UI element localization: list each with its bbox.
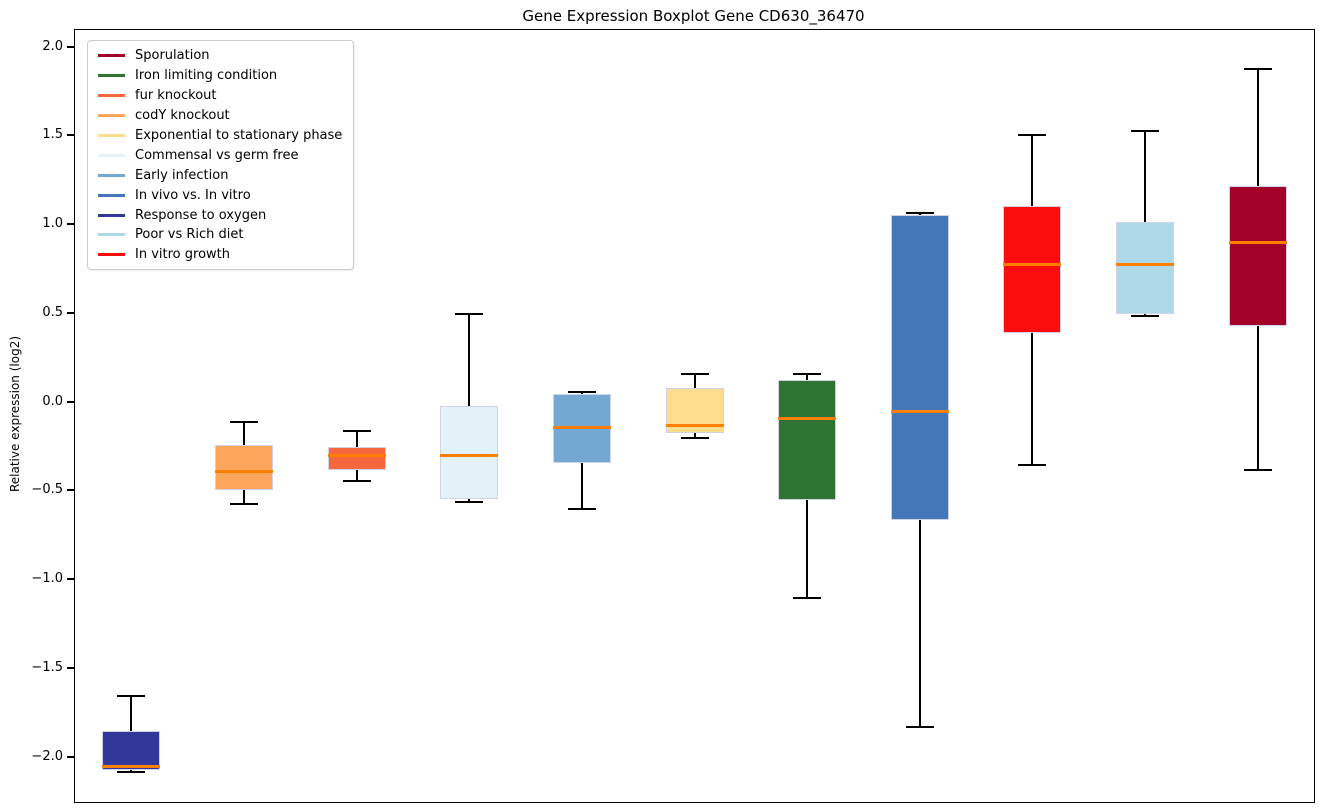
median-line (552, 426, 611, 430)
legend-item-label: Iron limiting condition (135, 68, 278, 84)
chart-title: Gene Expression Boxplot Gene CD630_36470 (522, 7, 865, 25)
legend-item-label: codY knockout (135, 108, 230, 124)
legend-line-swatch (98, 54, 125, 58)
y-tick-label: −2.0 (31, 748, 63, 764)
legend-item-label: Response to oxygen (135, 207, 267, 223)
box-rect (890, 214, 949, 520)
whisker-cap-top (680, 373, 709, 376)
y-tick-label: −1.0 (31, 571, 63, 587)
whisker-cap-top (455, 312, 484, 315)
y-tick-label: −0.5 (31, 482, 63, 498)
legend-item: fur knockout (98, 86, 342, 106)
median-line (440, 454, 499, 458)
median-line (778, 417, 837, 421)
y-tick-label: 0.5 (42, 304, 63, 320)
box-rect (102, 731, 161, 771)
legend-item: Sporulation (98, 46, 342, 66)
median-line (1228, 241, 1287, 245)
median-line (214, 470, 273, 474)
y-tick-mark (67, 134, 74, 137)
legend-item-label: Poor vs Rich diet (135, 227, 244, 243)
box-rect (1116, 221, 1175, 314)
whisker-cap-bottom (1243, 469, 1272, 472)
legend-item: In vitro growth (98, 245, 342, 265)
box-rect (778, 379, 837, 501)
legend-line-swatch (98, 153, 125, 157)
legend-item-label: fur knockout (135, 88, 217, 104)
y-tick-label: −1.5 (31, 659, 63, 675)
legend-line-swatch (98, 253, 125, 257)
legend-line-swatch (98, 114, 125, 118)
y-tick-label: 2.0 (42, 38, 63, 54)
legend-item: Early infection (98, 165, 342, 185)
legend-item-label: Commensal vs germ free (135, 147, 299, 163)
y-tick-mark (67, 223, 74, 226)
whisker-cap-top (905, 211, 934, 214)
legend-item: codY knockout (98, 106, 342, 126)
y-tick-mark (67, 489, 74, 492)
y-tick-label: 0.0 (42, 393, 63, 409)
legend-item-label: Sporulation (135, 48, 210, 64)
legend-item: Commensal vs germ free (98, 145, 342, 165)
whisker-cap-bottom (680, 437, 709, 440)
median-line (665, 424, 724, 428)
whisker-cap-bottom (793, 596, 822, 599)
whisker-cap-top (1131, 130, 1160, 133)
y-tick-mark (67, 666, 74, 669)
y-tick-mark (67, 578, 74, 581)
legend-line-swatch (98, 213, 125, 217)
whisker-cap-bottom (342, 479, 371, 482)
y-tick-mark (67, 45, 74, 48)
median-line (1116, 262, 1175, 266)
legend-item: In vivo vs. In vitro (98, 185, 342, 205)
whisker-cap-bottom (455, 501, 484, 504)
whisker-cap-bottom (1131, 314, 1160, 317)
median-line (327, 454, 386, 458)
legend-line-swatch (98, 74, 125, 78)
median-line (890, 410, 949, 414)
legend-line-swatch (98, 193, 125, 197)
legend-line-swatch (98, 134, 125, 137)
legend: Sporulation Iron limiting condition fur kn… (87, 40, 355, 270)
whisker-cap-top (1243, 68, 1272, 71)
y-tick-label: 1.5 (42, 127, 63, 143)
box-rect (1228, 186, 1287, 327)
median-line (1003, 262, 1062, 266)
whisker-cap-bottom (905, 726, 934, 729)
y-tick-mark (67, 755, 74, 758)
legend-item: Poor vs Rich diet (98, 225, 342, 245)
plot-area: Sporulation Iron limiting condition fur kn… (74, 29, 1315, 803)
y-tick-mark (67, 311, 74, 314)
legend-line-swatch (98, 94, 125, 98)
whisker-cap-top (117, 694, 146, 697)
legend-item: Iron limiting condition (98, 66, 342, 86)
legend-line-swatch (98, 173, 125, 177)
box-rect (214, 445, 273, 490)
legend-item-label: In vivo vs. In vitro (135, 187, 251, 203)
legend-item: Exponential to stationary phase (98, 126, 342, 146)
whisker-cap-bottom (117, 770, 146, 773)
whisker-cap-bottom (229, 502, 258, 505)
whisker-cap-top (229, 421, 258, 424)
box-rect (1003, 205, 1062, 334)
y-axis-label: Relative expression (log2) (8, 335, 22, 493)
legend-item: Response to oxygen (98, 205, 342, 225)
whisker-cap-bottom (567, 508, 596, 511)
whisker-cap-bottom (1018, 463, 1047, 466)
whisker-cap-top (342, 430, 371, 433)
y-tick-label: 1.0 (42, 216, 63, 232)
whisker-cap-top (793, 373, 822, 376)
y-tick-mark (67, 400, 74, 403)
whisker-cap-top (1018, 133, 1047, 136)
box-rect (327, 447, 386, 471)
legend-item-label: In vitro growth (135, 247, 230, 263)
legend-line-swatch (98, 233, 125, 237)
box-rect (440, 406, 499, 499)
whisker-cap-top (567, 391, 596, 394)
legend-item-label: Exponential to stationary phase (135, 128, 343, 143)
median-line (102, 765, 161, 768)
legend-item-label: Early infection (135, 167, 229, 183)
